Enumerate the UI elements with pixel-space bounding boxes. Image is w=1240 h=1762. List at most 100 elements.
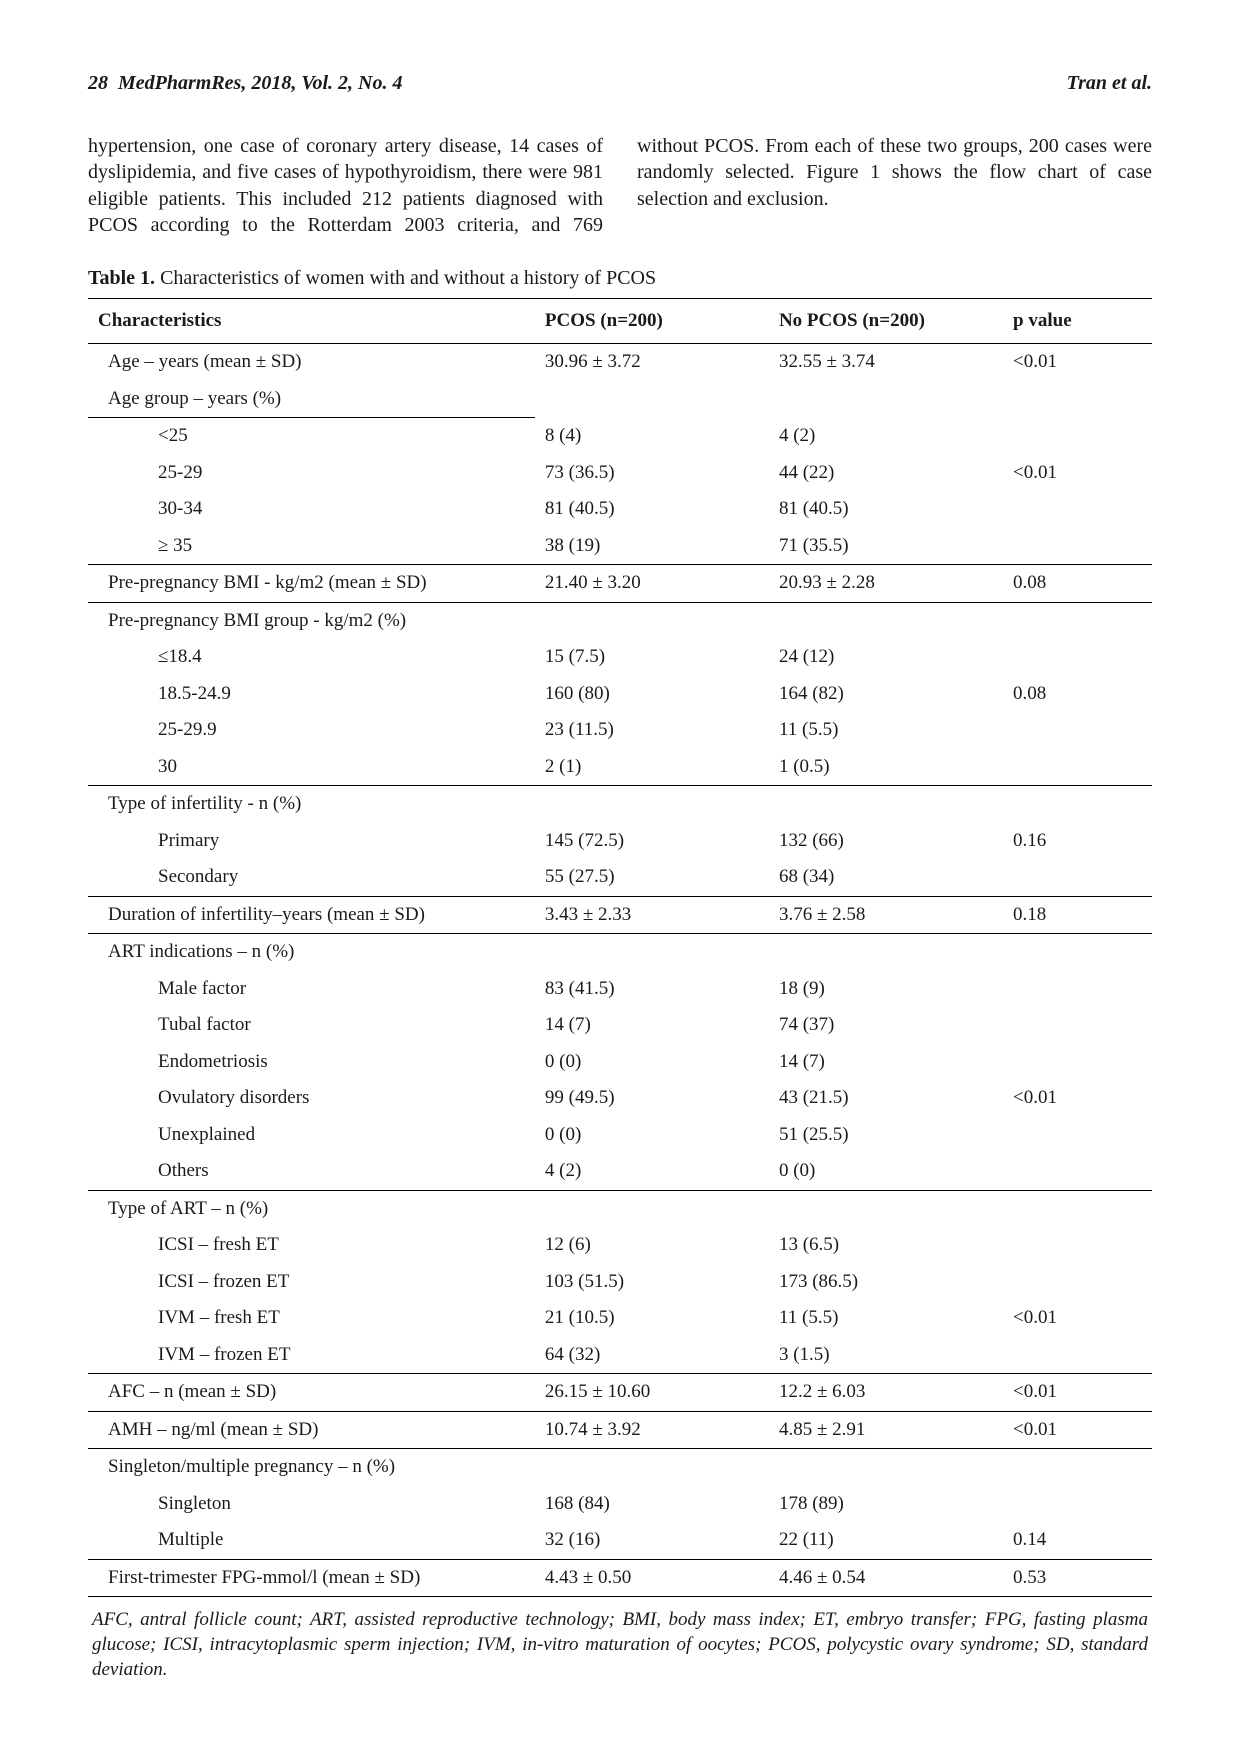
cell-no-pcos: 74 (37): [769, 1007, 1003, 1044]
cell-p-value: [1003, 1153, 1152, 1190]
cell-p-value: [1003, 602, 1152, 639]
cell-pcos: 12 (6): [535, 1227, 769, 1264]
cell-label: Type of ART – n (%): [88, 1190, 535, 1227]
col-p-value: p value: [1003, 298, 1152, 344]
cell-p-value: [1003, 528, 1152, 565]
cell-label: ART indications – n (%): [88, 934, 535, 971]
cell-pcos: 4.43 ± 0.50: [535, 1559, 769, 1597]
cell-pcos: 83 (41.5): [535, 971, 769, 1008]
cell-label: Age group – years (%): [88, 381, 535, 418]
table-row: ≤18.415 (7.5)24 (12): [88, 639, 1152, 676]
cell-p-value: [1003, 934, 1152, 971]
cell-label: Tubal factor: [88, 1007, 535, 1044]
cell-p-value: [1003, 1486, 1152, 1523]
cell-pcos: 103 (51.5): [535, 1264, 769, 1301]
cell-label: 18.5-24.9: [88, 676, 535, 713]
cell-p-value: [1003, 1337, 1152, 1374]
cell-p-value: 0.14: [1003, 1522, 1152, 1559]
table-footnote: AFC, antral follicle count; ART, assiste…: [88, 1607, 1152, 1682]
table-row: Duration of infertility–years (mean ± SD…: [88, 896, 1152, 934]
cell-no-pcos: 11 (5.5): [769, 1300, 1003, 1337]
table-row: 302 (1)1 (0.5): [88, 749, 1152, 786]
table-row: Type of ART – n (%): [88, 1190, 1152, 1227]
cell-pcos: 2 (1): [535, 749, 769, 786]
cell-no-pcos: 18 (9): [769, 971, 1003, 1008]
table-row: IVM – fresh ET21 (10.5)11 (5.5)<0.01: [88, 1300, 1152, 1337]
cell-label: Age – years (mean ± SD): [88, 344, 535, 381]
cell-pcos: 145 (72.5): [535, 823, 769, 860]
cell-p-value: 0.16: [1003, 823, 1152, 860]
page-number: 28: [88, 72, 108, 94]
cell-no-pcos: 51 (25.5): [769, 1117, 1003, 1154]
cell-p-value: [1003, 1264, 1152, 1301]
cell-p-value: [1003, 1044, 1152, 1081]
cell-label: IVM – frozen ET: [88, 1337, 535, 1374]
col-pcos: PCOS (n=200): [535, 298, 769, 344]
table-row: Ovulatory disorders99 (49.5)43 (21.5)<0.…: [88, 1080, 1152, 1117]
cell-no-pcos: [769, 602, 1003, 639]
cell-label: Multiple: [88, 1522, 535, 1559]
cell-label: <25: [88, 418, 535, 455]
table-row: Pre-pregnancy BMI - kg/m2 (mean ± SD)21.…: [88, 565, 1152, 603]
cell-p-value: [1003, 418, 1152, 455]
table-row: Secondary55 (27.5)68 (34): [88, 859, 1152, 896]
cell-label: Endometriosis: [88, 1044, 535, 1081]
cell-no-pcos: 1 (0.5): [769, 749, 1003, 786]
table-row: Others4 (2)0 (0): [88, 1153, 1152, 1190]
cell-p-value: 0.53: [1003, 1559, 1152, 1597]
table-row: <258 (4)4 (2): [88, 418, 1152, 455]
cell-pcos: [535, 1190, 769, 1227]
table-row: ICSI – fresh ET12 (6)13 (6.5): [88, 1227, 1152, 1264]
table-caption-text: Characteristics of women with and withou…: [160, 267, 656, 289]
table-row: Age group – years (%): [88, 381, 1152, 418]
cell-no-pcos: [769, 1190, 1003, 1227]
cell-no-pcos: 13 (6.5): [769, 1227, 1003, 1264]
table-row: Age – years (mean ± SD)30.96 ± 3.7232.55…: [88, 344, 1152, 381]
cell-pcos: 38 (19): [535, 528, 769, 565]
cell-label: Male factor: [88, 971, 535, 1008]
cell-p-value: [1003, 786, 1152, 823]
cell-pcos: 10.74 ± 3.92: [535, 1411, 769, 1449]
cell-label: Secondary: [88, 859, 535, 896]
cell-pcos: [535, 934, 769, 971]
cell-no-pcos: 14 (7): [769, 1044, 1003, 1081]
cell-pcos: 55 (27.5): [535, 859, 769, 896]
cell-pcos: [535, 381, 769, 418]
cell-label: ≥ 35: [88, 528, 535, 565]
cell-p-value: <0.01: [1003, 455, 1152, 492]
table-row: AFC – n (mean ± SD)26.15 ± 10.6012.2 ± 6…: [88, 1374, 1152, 1412]
cell-label: Pre-pregnancy BMI - kg/m2 (mean ± SD): [88, 565, 535, 603]
table-row: Singleton168 (84)178 (89): [88, 1486, 1152, 1523]
cell-p-value: <0.01: [1003, 344, 1152, 381]
cell-p-value: [1003, 971, 1152, 1008]
cell-label: Others: [88, 1153, 535, 1190]
table-row: Multiple32 (16)22 (11)0.14: [88, 1522, 1152, 1559]
cell-label: Singleton: [88, 1486, 535, 1523]
cell-no-pcos: 24 (12): [769, 639, 1003, 676]
cell-no-pcos: [769, 381, 1003, 418]
table-caption: Table 1. Characteristics of women with a…: [88, 267, 1152, 290]
table-row: 30-3481 (40.5)81 (40.5): [88, 491, 1152, 528]
cell-label: Primary: [88, 823, 535, 860]
table-row: 25-29.923 (11.5)11 (5.5): [88, 712, 1152, 749]
cell-no-pcos: 11 (5.5): [769, 712, 1003, 749]
cell-p-value: [1003, 639, 1152, 676]
table-row: 25-2973 (36.5)44 (22)<0.01: [88, 455, 1152, 492]
cell-pcos: 160 (80): [535, 676, 769, 713]
cell-p-value: <0.01: [1003, 1080, 1152, 1117]
cell-no-pcos: 12.2 ± 6.03: [769, 1374, 1003, 1412]
cell-pcos: 15 (7.5): [535, 639, 769, 676]
cell-pcos: 23 (11.5): [535, 712, 769, 749]
cell-label: AMH – ng/ml (mean ± SD): [88, 1411, 535, 1449]
cell-no-pcos: 68 (34): [769, 859, 1003, 896]
cell-pcos: [535, 786, 769, 823]
cell-pcos: 14 (7): [535, 1007, 769, 1044]
cell-no-pcos: 178 (89): [769, 1486, 1003, 1523]
cell-p-value: [1003, 1227, 1152, 1264]
cell-no-pcos: 81 (40.5): [769, 491, 1003, 528]
cell-pcos: 0 (0): [535, 1117, 769, 1154]
table-row: Male factor83 (41.5)18 (9): [88, 971, 1152, 1008]
table-row: Unexplained0 (0)51 (25.5): [88, 1117, 1152, 1154]
cell-p-value: 0.18: [1003, 896, 1152, 934]
cell-pcos: 168 (84): [535, 1486, 769, 1523]
